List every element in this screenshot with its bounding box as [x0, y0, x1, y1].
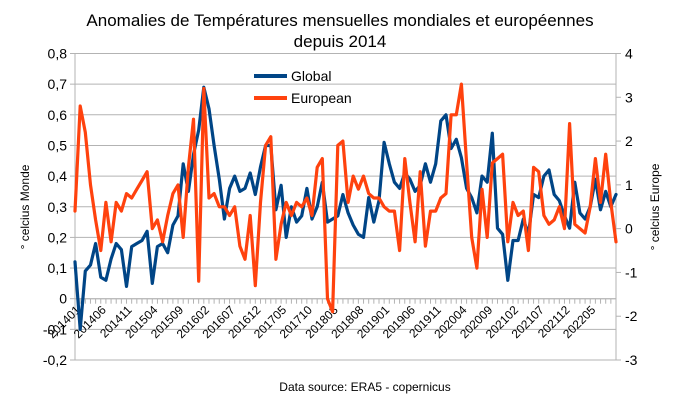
y-axis-right-label: ° celcius Europe — [648, 163, 662, 250]
y2-tick-label: 0 — [625, 221, 633, 237]
y-axis-right: -3 -2 -1 0 1 2 3 4 — [616, 46, 638, 368]
y-tick-label: 0,8 — [48, 46, 68, 62]
y-tick-label: 0,6 — [48, 107, 68, 123]
y-tick-label: 0,3 — [48, 199, 68, 215]
legend: Global European — [254, 68, 352, 106]
y-axis-left-label: ° celcius Monde — [18, 164, 32, 249]
series-group — [73, 82, 618, 331]
y2-tick-label: -2 — [625, 308, 638, 324]
y-tick-label: 0,4 — [48, 168, 68, 184]
y2-tick-label: 3 — [625, 89, 633, 105]
y2-tick-label: 2 — [625, 133, 633, 149]
y-tick-label: 0 — [59, 291, 67, 307]
y2-tick-label: 1 — [625, 177, 633, 193]
y2-tick-label: -3 — [625, 352, 638, 368]
chart-title: Anomalies de Températures mensuelles mon… — [86, 11, 593, 30]
data-source-note: Data source: ERA5 - copernicus — [279, 380, 450, 394]
chart-subtitle: depuis 2014 — [294, 32, 387, 51]
y-axis-left: -0,2 -0,1 0 0,1 0,2 0,3 0,4 0,5 0,6 0,7 0,8 — [43, 46, 75, 368]
legend-label-european: European — [291, 90, 352, 106]
y-tick-label: 0,7 — [48, 76, 68, 92]
y2-tick-label: 4 — [625, 46, 633, 62]
series-line-european — [73, 82, 618, 314]
y2-tick-label: -1 — [625, 264, 638, 280]
series-line-global — [73, 85, 618, 331]
y-tick-label: -0,2 — [43, 352, 67, 368]
y-tick-label: -0,1 — [43, 321, 67, 337]
legend-label-global: Global — [291, 68, 331, 84]
y-tick-label: 0,5 — [48, 137, 68, 153]
y-tick-label: 0,1 — [48, 260, 68, 276]
y-tick-label: 0,2 — [48, 229, 68, 245]
